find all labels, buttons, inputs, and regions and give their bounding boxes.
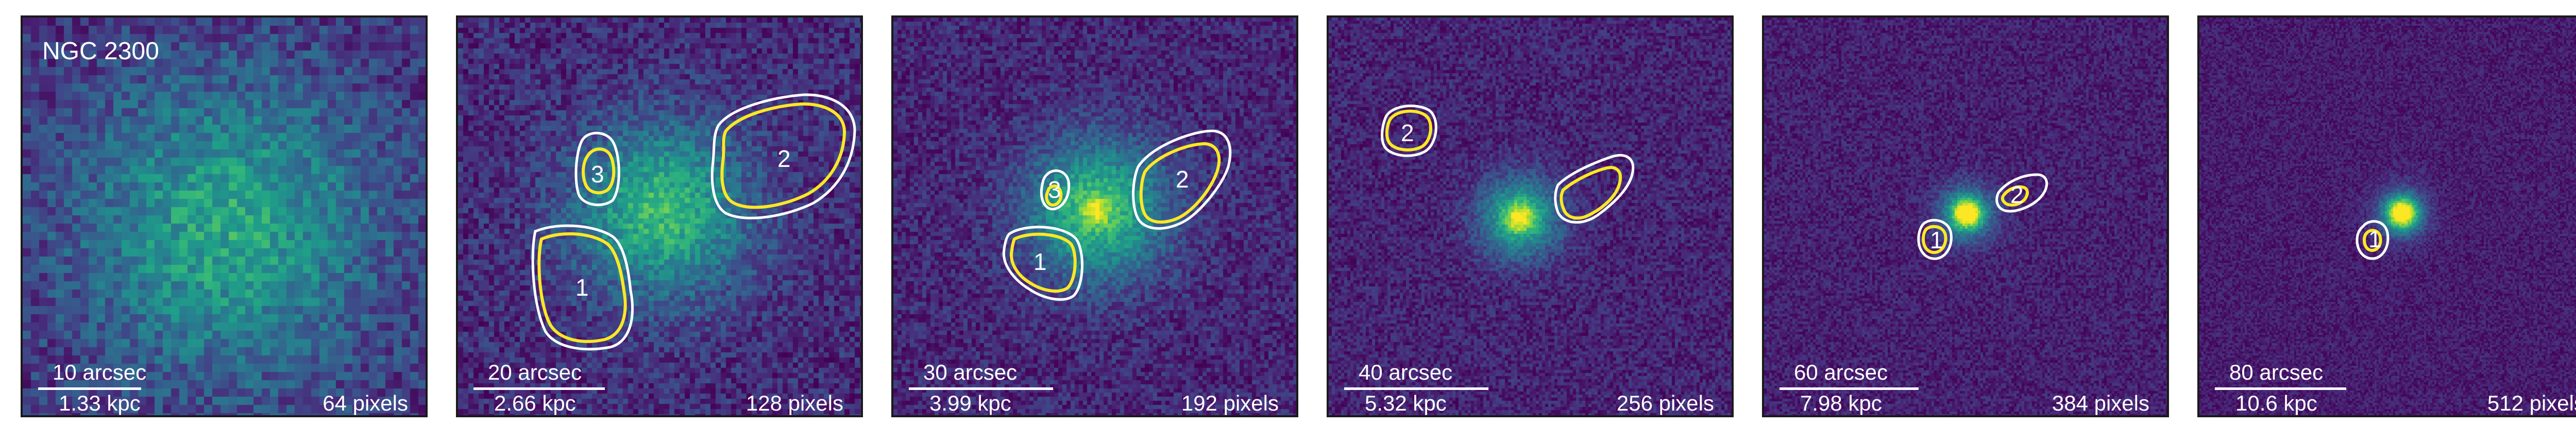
galaxy-name: NGC 2300: [42, 38, 159, 65]
xray-image-1: [23, 18, 426, 415]
white-contour: [1995, 173, 2048, 213]
white-contour: [1554, 154, 1635, 224]
region-2-contours: 2: [1132, 129, 1232, 230]
region-label-1: 1: [2368, 226, 2382, 252]
yellow-contour: [2362, 229, 2382, 252]
contour-overlay-3: 1 2 3: [1002, 129, 1232, 301]
white-contour: [1917, 218, 1953, 260]
region-1-contours: 1: [2355, 220, 2389, 260]
angular-scale-label-1: 10 arcsec: [53, 360, 147, 384]
xray-image-2: [458, 18, 861, 415]
scale-bar-3: [909, 387, 1053, 390]
angular-scale-label-4: 40 arcsec: [1359, 360, 1453, 384]
white-contour: [710, 93, 856, 219]
contour-overlay-4: 2: [1381, 105, 1635, 224]
contour-overlay-6: 1: [2355, 220, 2389, 260]
image-panel-5: 1 2 60 arcsec 7.98 kpc 384 pixels: [1762, 15, 2169, 417]
white-contour: [574, 131, 620, 207]
pixel-count-label-2: 128 pixels: [745, 391, 843, 415]
xray-image-4: [1329, 18, 1732, 415]
white-contour: [1132, 129, 1232, 230]
angular-scale-label-5: 60 arcsec: [1794, 360, 1888, 384]
region-1-contours: 1: [1917, 218, 1953, 260]
white-contour: [1002, 226, 1083, 301]
region-label-2: 2: [777, 145, 791, 172]
scale-bar-4: [1344, 387, 1488, 390]
region-3-contours: 3: [574, 131, 620, 207]
yellow-contour: [2001, 185, 2029, 207]
region-label-3: 3: [1048, 176, 1061, 203]
region-2-contours: 2: [1995, 173, 2048, 213]
region-3-contours: 3: [1040, 169, 1071, 211]
white-contour: [1040, 169, 1071, 211]
physical-scale-label-3: 3.99 kpc: [929, 391, 1011, 415]
image-panel-4: 2 40 arcsec 5.32 kpc 256 pixels: [1327, 15, 1734, 417]
region-label-2: 2: [2010, 181, 2024, 208]
contour-overlay-1: [23, 18, 426, 415]
region-1-contours: 1: [1002, 226, 1083, 301]
pixel-count-label-4: 256 pixels: [1616, 391, 1714, 415]
angular-scale-label-2: 20 arcsec: [488, 360, 582, 384]
contour-overlay-2: 1 2 3: [531, 93, 856, 351]
xray-image-6: [2199, 18, 2576, 415]
contour-overlay-5: 1 2: [1917, 173, 2048, 260]
scale-bar-1: [38, 387, 141, 390]
image-panel-1: NGC 2300 10 arcsec 1.33 kpc 64 pixels: [21, 15, 428, 417]
physical-scale-label-5: 7.98 kpc: [1800, 391, 1882, 415]
yellow-contour: [720, 102, 846, 209]
region-label-1: 1: [1033, 248, 1047, 275]
white-contour: [2355, 220, 2389, 260]
region-2b-contours: [1554, 154, 1635, 224]
region-label-3: 3: [591, 161, 604, 188]
region-1-contours: 1: [531, 224, 634, 351]
xray-image-5: [1764, 18, 2167, 415]
physical-scale-label-1: 1.33 kpc: [59, 391, 141, 415]
yellow-contour: [1010, 232, 1077, 293]
region-label-1: 1: [575, 274, 589, 301]
white-contour: [531, 224, 634, 351]
scale-bar-2: [473, 387, 605, 390]
yellow-contour: [1139, 142, 1221, 224]
image-panel-6: 1 80 arcsec 10.6 kpc 512 pixels: [2197, 15, 2576, 417]
yellow-contour: [1045, 184, 1063, 207]
angular-scale-label-3: 30 arcsec: [923, 360, 1018, 384]
region-label-1: 1: [1930, 227, 1943, 253]
angular-scale-label-6: 80 arcsec: [2229, 360, 2324, 384]
image-panel-3: 1 2 3 30 arcsec 3.99 kpc 192 pixels: [891, 15, 1298, 417]
pixel-count-label-5: 384 pixels: [2052, 391, 2149, 415]
yellow-contour: [1921, 225, 1947, 254]
pixel-count-label-6: 512 pixels: [2487, 391, 2576, 415]
yellow-contour: [1560, 166, 1622, 220]
region-label-2: 2: [1401, 120, 1414, 146]
scale-bar-6: [2215, 387, 2346, 390]
physical-scale-label-4: 5.32 kpc: [1365, 391, 1447, 415]
xray-image-3: [893, 18, 1296, 415]
image-panel-2: 1 2 3 20 arcsec 2.66 kpc 128 pixels: [456, 15, 863, 417]
region-label-2: 2: [1176, 166, 1189, 193]
physical-scale-label-6: 10.6 kpc: [2235, 391, 2317, 415]
pixel-count-label-3: 192 pixels: [1181, 391, 1279, 415]
region-2-contours: 2: [1381, 105, 1437, 157]
white-contour: [1381, 105, 1437, 157]
physical-scale-label-2: 2.66 kpc: [494, 391, 576, 415]
scale-bar-5: [1780, 387, 1919, 390]
yellow-contour: [1385, 109, 1433, 151]
yellow-contour: [582, 147, 616, 195]
yellow-contour: [537, 232, 627, 343]
pixel-count-label-1: 64 pixels: [323, 391, 408, 415]
region-2-contours: 2: [710, 93, 856, 219]
